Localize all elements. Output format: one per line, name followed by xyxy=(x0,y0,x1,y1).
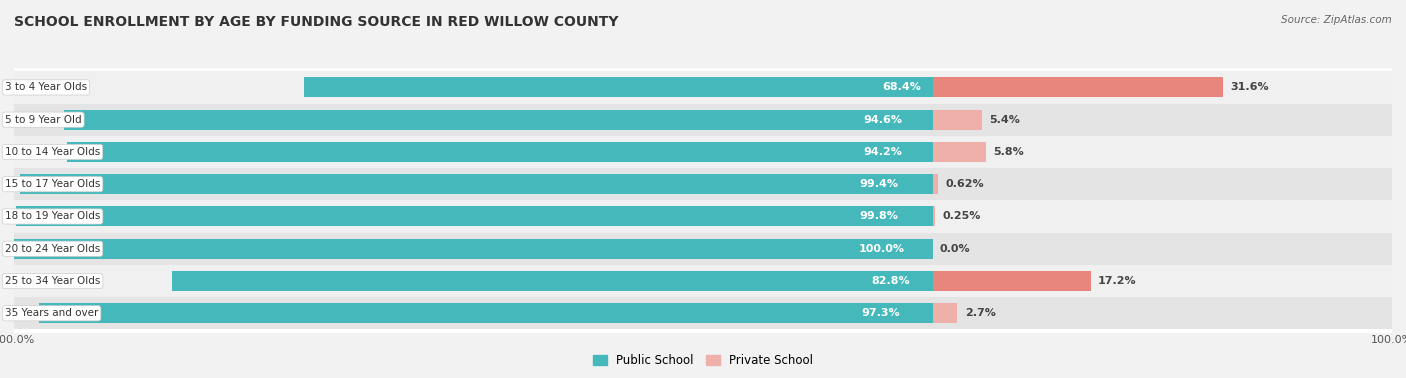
Bar xyxy=(14,104,979,136)
Text: 97.3%: 97.3% xyxy=(860,308,900,318)
Text: 25 to 34 Year Olds: 25 to 34 Year Olds xyxy=(4,276,100,286)
Bar xyxy=(14,297,979,329)
Bar xyxy=(14,136,979,168)
Bar xyxy=(932,174,938,194)
Text: 3 to 4 Year Olds: 3 to 4 Year Olds xyxy=(4,82,87,92)
Bar xyxy=(887,232,1392,265)
Bar xyxy=(15,206,932,226)
Bar xyxy=(887,200,1392,232)
Text: 94.6%: 94.6% xyxy=(863,115,903,125)
Bar xyxy=(172,271,932,291)
Bar xyxy=(887,265,1392,297)
Text: 94.2%: 94.2% xyxy=(863,147,903,157)
Bar xyxy=(887,136,1392,168)
Text: 2.7%: 2.7% xyxy=(965,308,995,318)
Text: 99.8%: 99.8% xyxy=(859,211,898,222)
Bar xyxy=(887,71,1392,104)
Text: 0.0%: 0.0% xyxy=(941,244,970,254)
Bar xyxy=(932,142,986,162)
Bar xyxy=(14,265,979,297)
Text: 68.4%: 68.4% xyxy=(883,82,921,92)
Bar xyxy=(14,71,979,104)
Text: 5.8%: 5.8% xyxy=(993,147,1024,157)
Text: 35 Years and over: 35 Years and over xyxy=(4,308,98,318)
Text: 5 to 9 Year Old: 5 to 9 Year Old xyxy=(4,115,82,125)
Bar xyxy=(932,271,1091,291)
Text: 18 to 19 Year Olds: 18 to 19 Year Olds xyxy=(4,211,100,222)
Text: 17.2%: 17.2% xyxy=(1098,276,1136,286)
Text: 99.4%: 99.4% xyxy=(859,179,898,189)
Text: 0.25%: 0.25% xyxy=(942,211,980,222)
Text: 15 to 17 Year Olds: 15 to 17 Year Olds xyxy=(4,179,100,189)
Bar xyxy=(932,303,957,323)
Text: 100.0%: 100.0% xyxy=(859,244,905,254)
Bar xyxy=(67,142,932,162)
Text: 31.6%: 31.6% xyxy=(1230,82,1268,92)
Text: 0.62%: 0.62% xyxy=(946,179,984,189)
Bar xyxy=(887,168,1392,200)
Text: 5.4%: 5.4% xyxy=(990,115,1021,125)
Text: SCHOOL ENROLLMENT BY AGE BY FUNDING SOURCE IN RED WILLOW COUNTY: SCHOOL ENROLLMENT BY AGE BY FUNDING SOUR… xyxy=(14,15,619,29)
Text: 20 to 24 Year Olds: 20 to 24 Year Olds xyxy=(4,244,100,254)
Bar xyxy=(932,77,1223,98)
Bar xyxy=(932,110,983,130)
Bar xyxy=(932,206,935,226)
Bar xyxy=(887,297,1392,329)
Text: 10 to 14 Year Olds: 10 to 14 Year Olds xyxy=(4,147,100,157)
Bar xyxy=(20,174,932,194)
Bar xyxy=(887,104,1392,136)
Text: Source: ZipAtlas.com: Source: ZipAtlas.com xyxy=(1281,15,1392,25)
Bar xyxy=(304,77,932,98)
Text: 82.8%: 82.8% xyxy=(872,276,911,286)
Bar xyxy=(39,303,932,323)
Bar xyxy=(14,168,979,200)
Legend: Public School, Private School: Public School, Private School xyxy=(588,350,818,372)
Bar xyxy=(14,232,979,265)
Bar xyxy=(14,239,932,259)
Bar xyxy=(14,200,979,232)
Bar xyxy=(63,110,932,130)
